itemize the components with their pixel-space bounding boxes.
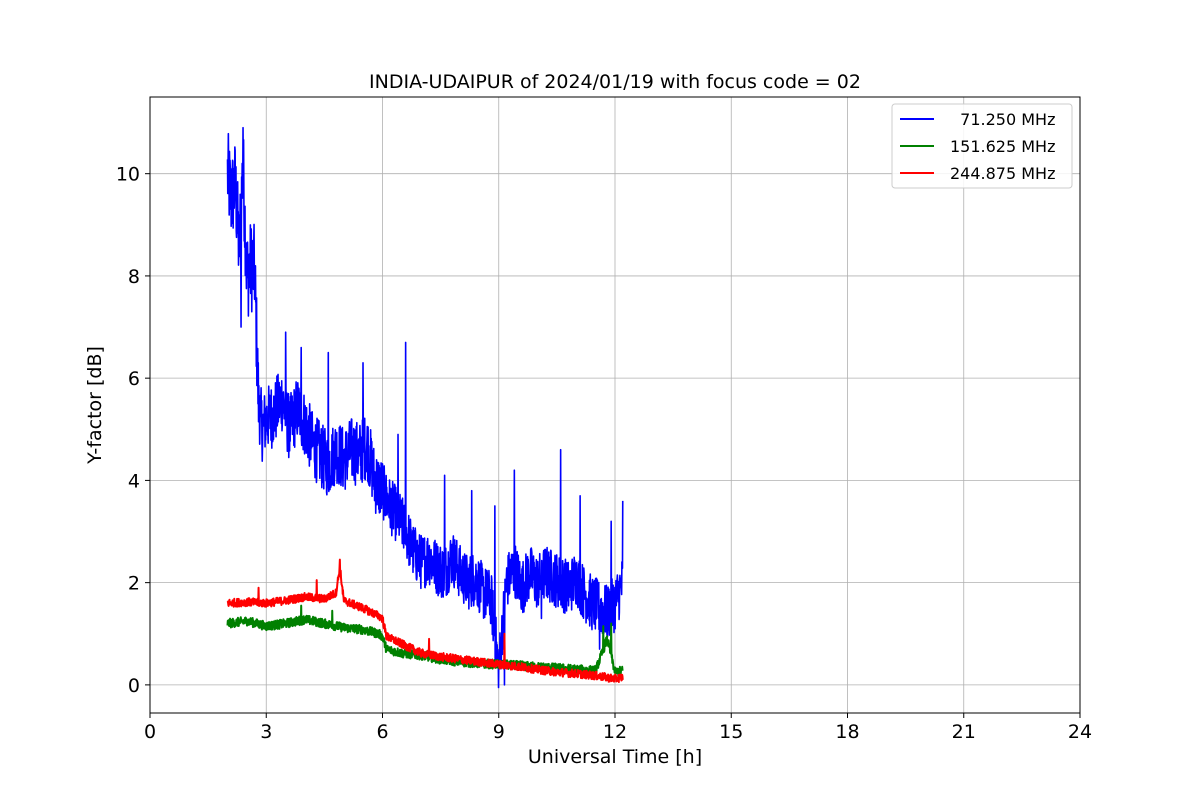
x-axis-label: Universal Time [h] bbox=[528, 746, 702, 768]
y-axis-label: Y-factor [dB] bbox=[84, 346, 106, 465]
x-tick-label: 0 bbox=[144, 721, 156, 743]
x-tick-label: 6 bbox=[376, 721, 388, 743]
legend-box bbox=[891, 103, 1073, 189]
legend-label-2: 151.625 MHz bbox=[950, 137, 1055, 156]
y-tick-label: 2 bbox=[128, 573, 140, 595]
x-tick-label: 21 bbox=[952, 721, 976, 743]
chart-title: INDIA-UDAIPUR of 2024/01/19 with focus c… bbox=[369, 71, 861, 93]
series-line-3 bbox=[226, 558, 624, 684]
x-tick-label: 9 bbox=[493, 721, 505, 743]
legend-items: 71.250 MHz 151.625 MHz 244.875 MHz bbox=[900, 110, 1055, 183]
y-tick-label: 8 bbox=[128, 266, 140, 288]
y-tick-label: 6 bbox=[128, 368, 140, 390]
series-line-1 bbox=[226, 126, 624, 689]
x-tick-label: 15 bbox=[719, 721, 743, 743]
x-tick-label: 24 bbox=[1068, 721, 1092, 743]
y-tick-label: 4 bbox=[128, 470, 140, 492]
y-tick-label: 10 bbox=[116, 164, 140, 186]
legend-label-1: 71.250 MHz bbox=[950, 110, 1055, 129]
x-tick-label: 3 bbox=[260, 721, 272, 743]
x-tick-label: 18 bbox=[835, 721, 859, 743]
y-tick-label: 0 bbox=[128, 675, 140, 697]
series-layer bbox=[226, 126, 624, 689]
legend: 71.250 MHz 151.625 MHz 244.875 MHz bbox=[891, 103, 1073, 189]
legend-label-3: 244.875 MHz bbox=[950, 164, 1055, 183]
x-tick-label: 12 bbox=[603, 721, 627, 743]
